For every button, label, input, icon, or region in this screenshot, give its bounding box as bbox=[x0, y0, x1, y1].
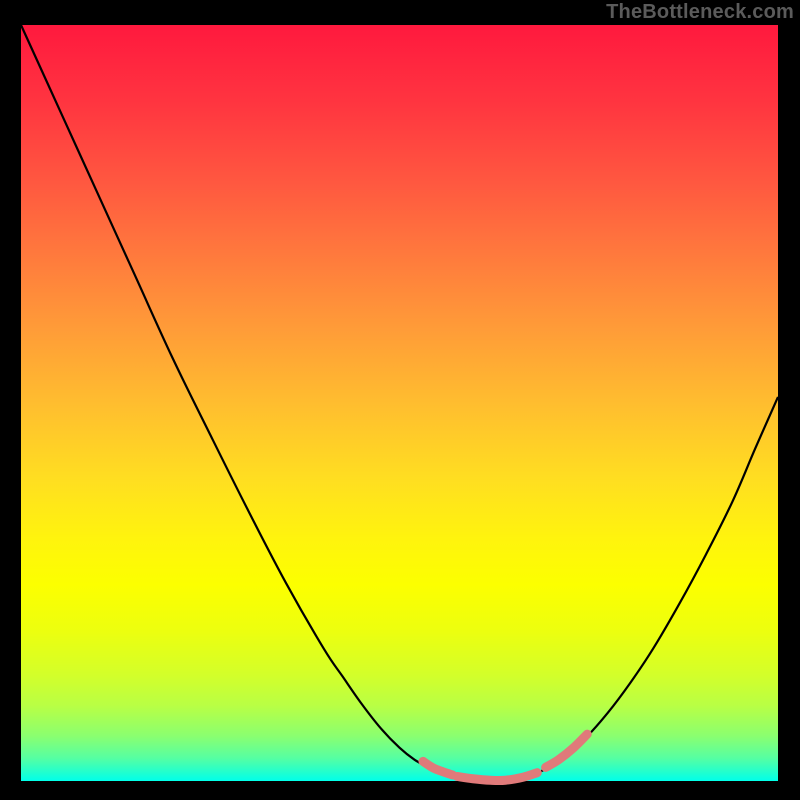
plot-area bbox=[21, 25, 778, 781]
watermark-text: TheBottleneck.com bbox=[606, 1, 794, 24]
chart-container: TheBottleneck.com bbox=[0, 0, 800, 800]
bottleneck-chart bbox=[0, 0, 800, 800]
